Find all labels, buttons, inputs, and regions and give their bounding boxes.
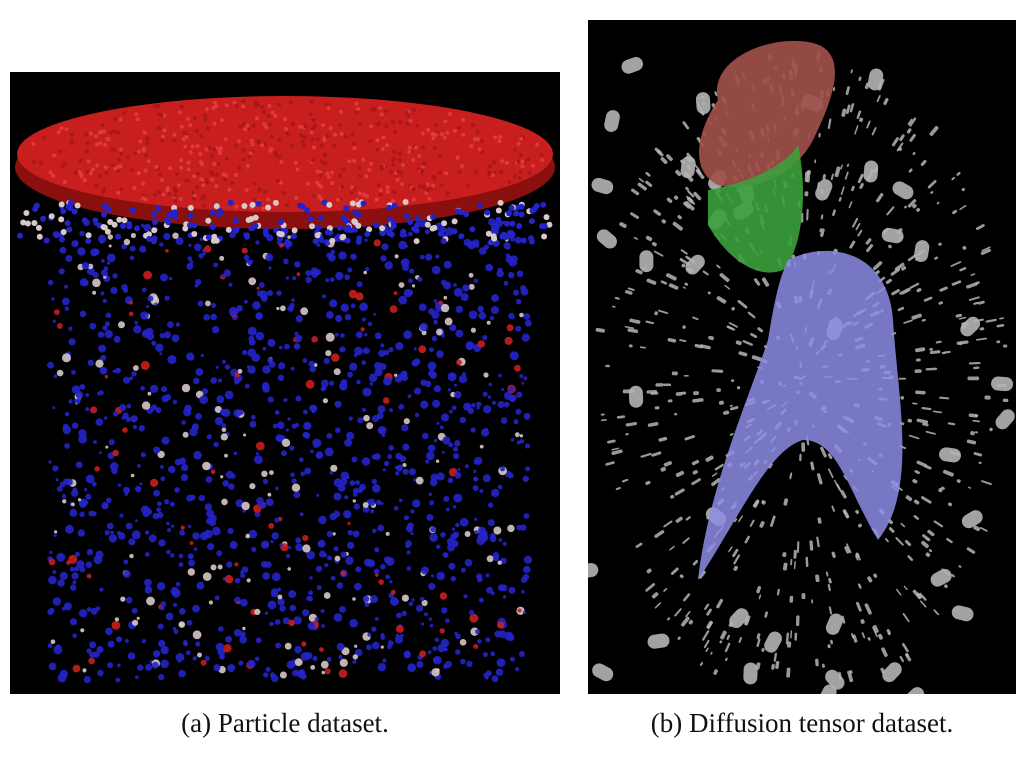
diffusion-tensor-dataset-image: [588, 20, 1016, 694]
caption-particle-dataset: (a) Particle dataset.: [181, 708, 389, 738]
particle-cloud: [15, 96, 555, 684]
segmented-regions: [698, 40, 903, 580]
caption-diffusion-tensor-dataset: (b) Diffusion tensor dataset.: [650, 708, 954, 738]
particle-dataset-image: [10, 72, 560, 694]
